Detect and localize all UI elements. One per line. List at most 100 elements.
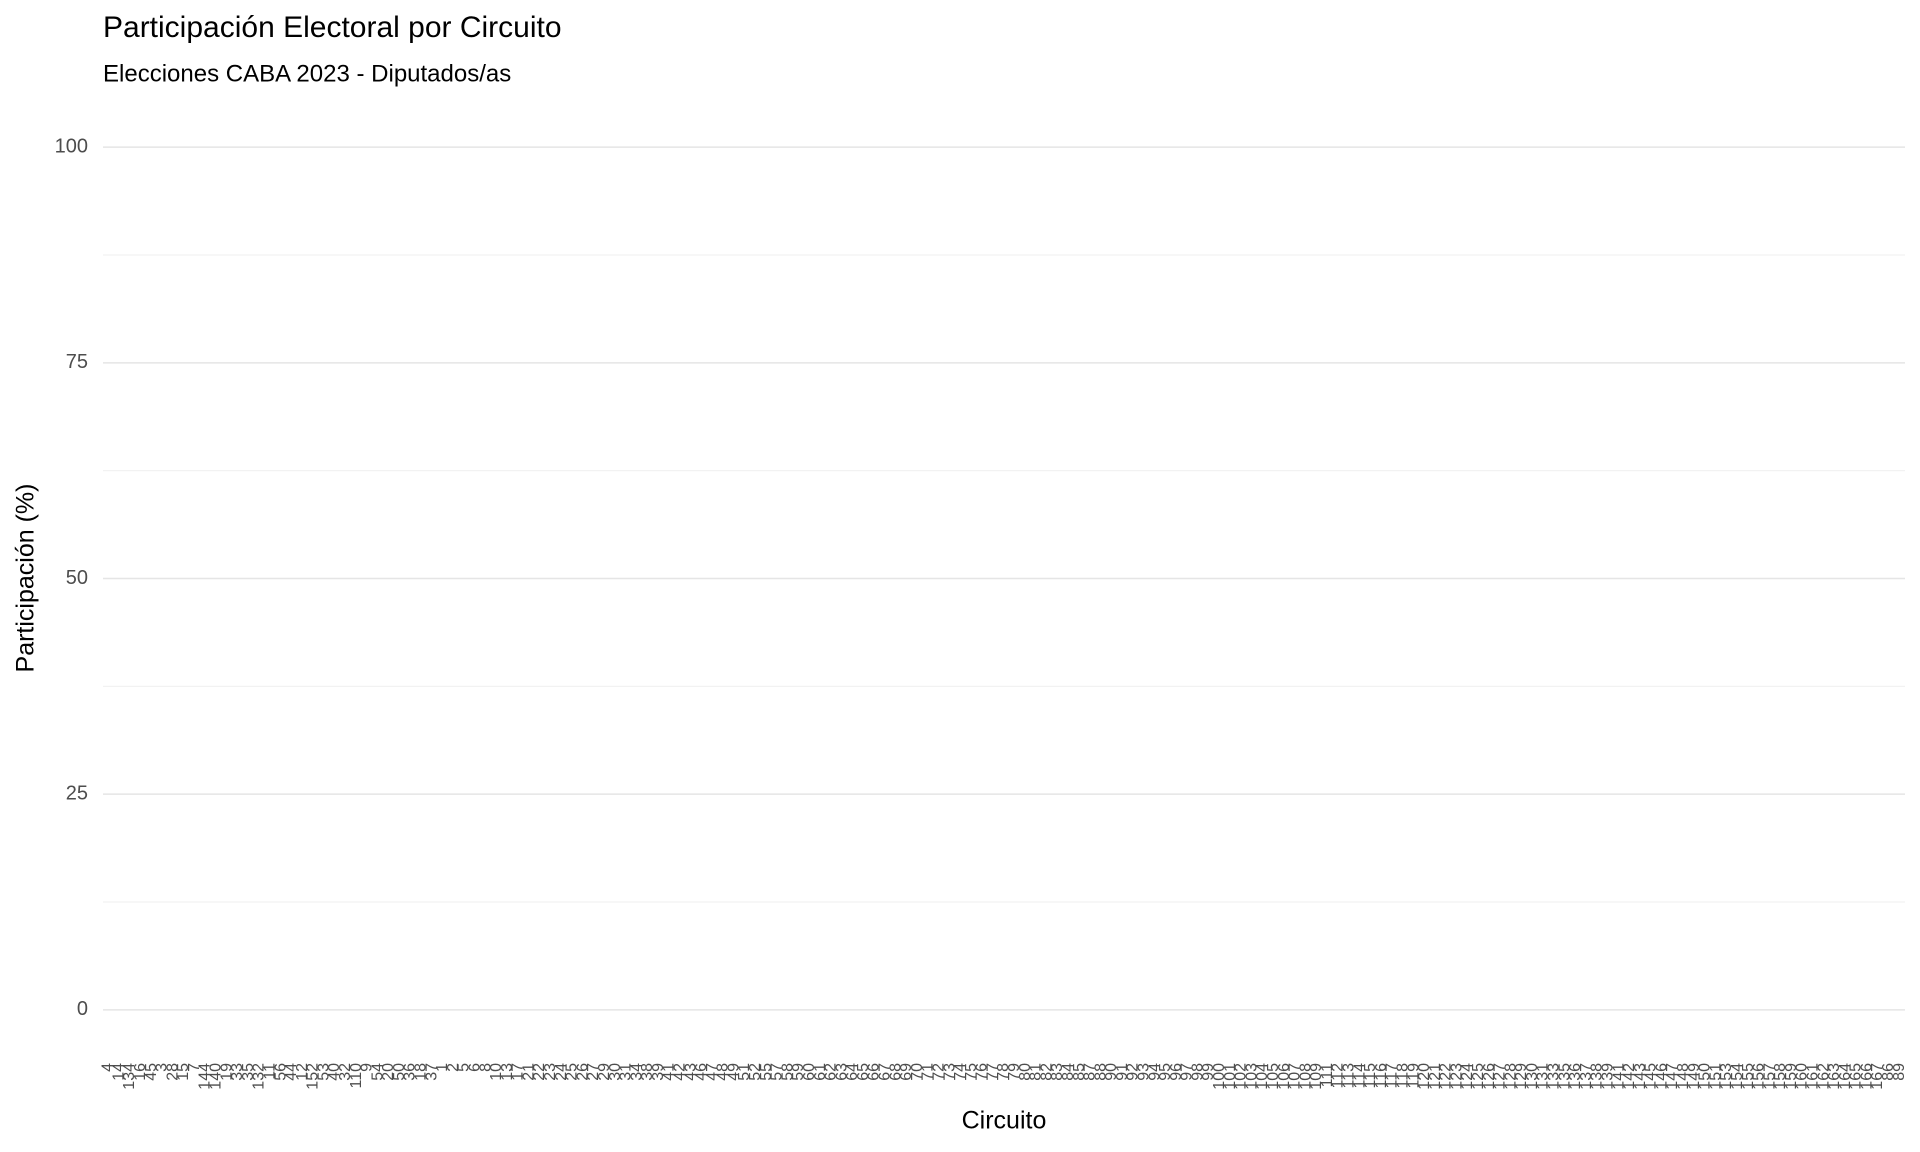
x-tick-label: 157: [1761, 1063, 1778, 1090]
x-tick-label: 35: [240, 1063, 257, 1081]
x-tick-label: 62: [823, 1063, 840, 1081]
x-tick-label: 165: [1848, 1063, 1865, 1090]
x-tick-label: 63: [833, 1063, 850, 1081]
x-tick-label: 66: [866, 1063, 883, 1081]
x-tick-label: 158: [1772, 1063, 1789, 1090]
x-tick-label: 99: [1200, 1063, 1217, 1081]
x-tick-label: 29: [596, 1063, 613, 1081]
x-tick-label: 59: [790, 1063, 807, 1081]
x-tick-label: 4: [100, 1063, 117, 1072]
x-tick-label: 115: [1362, 1063, 1379, 1089]
x-tick-label: 34: [628, 1063, 645, 1081]
x-tick-label: 46: [693, 1063, 710, 1081]
x-tick-label: 164: [1837, 1063, 1854, 1090]
x-tick-label: 140: [208, 1063, 225, 1090]
x-tick-label: 102: [1233, 1063, 1250, 1090]
x-tick-label: 21: [520, 1063, 537, 1081]
x-tick-label: 18: [413, 1063, 430, 1081]
x-tick-label: 117: [1384, 1063, 1401, 1089]
x-tick-label: 17: [510, 1063, 527, 1081]
x-tick-label: 67: [877, 1063, 894, 1081]
x-tick-label: 15: [175, 1063, 192, 1081]
x-tick-label: 114: [1351, 1063, 1368, 1089]
chart-title: Participación Electoral por Circuito: [103, 11, 562, 44]
x-tick-label: 74: [952, 1063, 969, 1081]
x-tick-label: 20: [380, 1063, 397, 1081]
x-tick-label: 136: [1567, 1063, 1584, 1090]
x-tick-label: 71: [920, 1063, 937, 1081]
x-tick-label: 124: [1459, 1063, 1476, 1090]
x-tick-label: 58: [779, 1063, 796, 1081]
x-tick-label: 13: [499, 1063, 516, 1081]
y-tick-label: 0: [77, 998, 88, 1020]
x-tick-label: 53: [315, 1063, 332, 1081]
y-tick-label: 25: [66, 782, 88, 804]
x-tick-label: 145: [1643, 1063, 1660, 1090]
x-tick-label: 98: [1189, 1063, 1206, 1081]
x-tick-label: 108: [1297, 1063, 1314, 1090]
x-tick-label: 132: [251, 1063, 268, 1090]
x-tick-label: 88: [1092, 1063, 1109, 1081]
x-tick-label: 70: [909, 1063, 926, 1081]
x-tick-label: 129: [1513, 1063, 1530, 1090]
x-tick-label: 28: [164, 1063, 181, 1081]
x-tick-label: 138: [1589, 1063, 1606, 1090]
x-tick-label: 30: [607, 1063, 624, 1081]
x-tick-label: 100: [1211, 1063, 1228, 1090]
x-tick-label: 76: [974, 1063, 991, 1081]
x-tick-label: 81: [1028, 1063, 1045, 1081]
x-tick-label: 43: [682, 1063, 699, 1081]
x-tick-label: 33: [229, 1063, 246, 1081]
x-tick-label: 24: [553, 1063, 570, 1081]
x-tick-label: 143: [1632, 1063, 1649, 1090]
x-tick-label: 73: [941, 1063, 958, 1081]
x-tick-label: 79: [1006, 1063, 1023, 1081]
x-tick-label: 103: [1243, 1063, 1260, 1090]
x-tick-label: 94: [1146, 1063, 1163, 1081]
chart-subtitle: Elecciones CABA 2023 - Diputados/as: [103, 60, 511, 87]
x-tick-label: 105: [1265, 1063, 1282, 1090]
x-tick-label: 55: [758, 1063, 775, 1081]
x-tick-label: 85: [1071, 1063, 1088, 1081]
x-tick-label: 47: [704, 1063, 721, 1081]
x-tick-label: 68: [887, 1063, 904, 1081]
x-tick-label: 149: [1686, 1063, 1703, 1090]
x-tick-label: 101: [1222, 1063, 1239, 1090]
x-tick-label: 14: [110, 1063, 127, 1081]
x-tick-label: 90: [1103, 1063, 1120, 1081]
x-tick-label: 127: [1492, 1063, 1509, 1090]
x-tick-label: 12: [294, 1063, 311, 1081]
x-tick-label: 156: [1751, 1063, 1768, 1090]
x-tick-label: 60: [801, 1063, 818, 1081]
x-tick-label: 160: [1794, 1063, 1811, 1090]
x-tick-label: 25: [564, 1063, 581, 1081]
x-tick-label: 38: [639, 1063, 656, 1081]
x-tick-label: 135: [1556, 1063, 1573, 1090]
x-tick-label: 97: [1179, 1063, 1196, 1081]
x-tick-label: 56: [272, 1063, 289, 1081]
x-tick-label: 151: [1707, 1063, 1724, 1090]
x-tick-label: 31: [618, 1063, 635, 1081]
x-tick-label: 104: [1254, 1063, 1271, 1090]
x-tick-label: 78: [995, 1063, 1012, 1081]
x-tick-label: 69: [898, 1063, 915, 1081]
y-tick-label: 50: [66, 567, 88, 589]
x-tick-label: 2: [445, 1063, 462, 1072]
x-tick-label: 36: [402, 1063, 419, 1081]
x-tick-label: 7: [186, 1063, 203, 1072]
x-tick-label: 23: [542, 1063, 559, 1081]
x-tick-label: 123: [1448, 1063, 1465, 1090]
x-tick-label: 113: [1341, 1063, 1358, 1089]
x-tick-label: 142: [1621, 1063, 1638, 1090]
y-axis-title: Participación (%): [12, 484, 40, 673]
x-tick-label: 51: [736, 1063, 753, 1081]
x-tick-label: 64: [844, 1063, 861, 1081]
x-tick-label: 80: [1017, 1063, 1034, 1081]
x-tick-label: 119: [1405, 1063, 1422, 1089]
x-tick-label: 6: [466, 1063, 483, 1072]
x-tick-label: 72: [930, 1063, 947, 1081]
x-tick-label: 92: [1125, 1063, 1142, 1081]
x-tick-label: 125: [1470, 1063, 1487, 1090]
x-tick-label: 52: [747, 1063, 764, 1081]
